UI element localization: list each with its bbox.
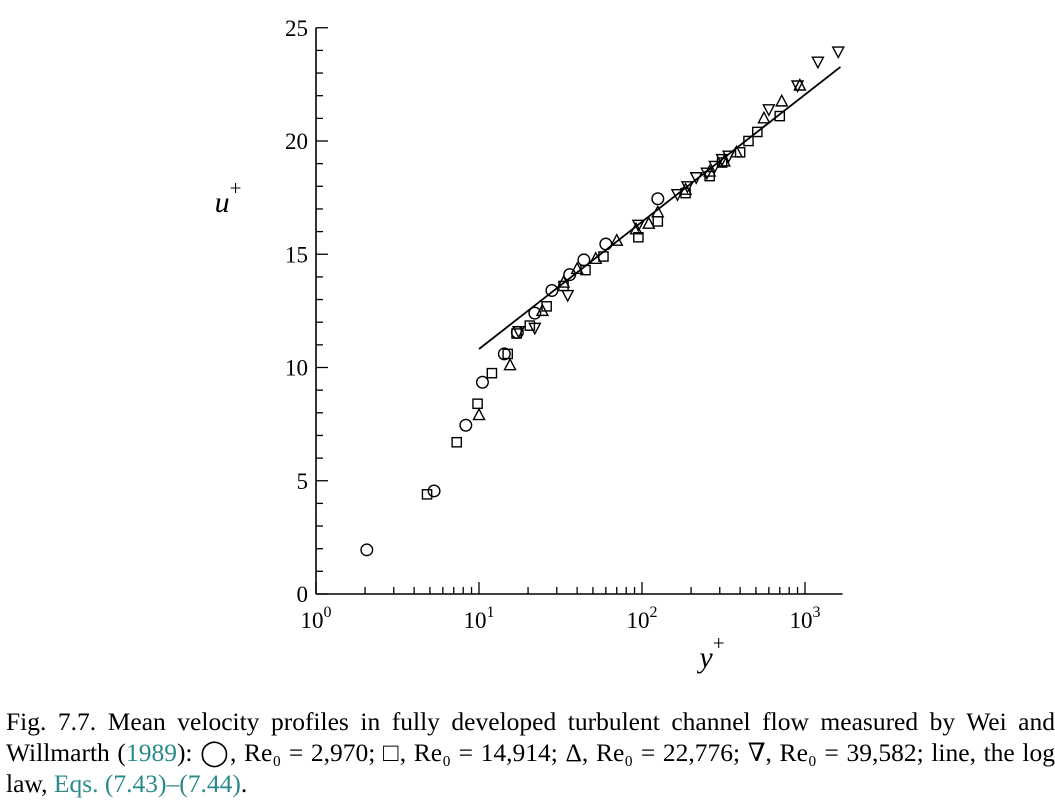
y-tick-label: 15	[285, 242, 308, 267]
data-point-triangle-down	[528, 322, 542, 336]
data-point-circle	[577, 253, 591, 267]
data-point-square	[524, 320, 536, 331]
y-axis-title: u+	[215, 176, 242, 219]
data-point-triangle-up	[717, 153, 731, 167]
data-point-square	[486, 367, 498, 379]
data-point-square	[472, 398, 483, 410]
data-point-triangle-down	[715, 153, 729, 167]
data-point-circle	[427, 484, 441, 498]
data-point-triangle-down	[511, 326, 526, 339]
data-point-circle	[459, 418, 473, 432]
data-point-circle	[599, 237, 613, 251]
citation-link[interactable]: 1989	[125, 738, 177, 767]
data-point-triangle-up	[775, 93, 789, 107]
y-tick-label: 0	[297, 582, 309, 607]
y-tick-label: 5	[297, 469, 309, 494]
series-square	[421, 110, 786, 500]
data-point-square	[633, 231, 644, 243]
data-point-triangle-up	[610, 233, 624, 246]
data-point-triangle-down	[831, 46, 845, 60]
data-point-circle	[545, 283, 559, 297]
data-point-square	[752, 126, 763, 138]
y-tick-label: 25	[285, 16, 308, 41]
data-point-triangle-down	[721, 150, 736, 164]
data-point-square	[652, 216, 664, 227]
chart: 0 5 10 15 20 25 100 101 102 103 u+ y+	[215, 16, 845, 674]
data-point-circle	[360, 543, 374, 557]
data-point-triangle-up	[589, 251, 603, 264]
series-triangle-up	[472, 77, 807, 421]
data-point-triangle-down	[708, 160, 722, 174]
data-point-triangle-down	[762, 104, 776, 117]
data-point-triangle-up	[702, 164, 717, 177]
x-tick-label: 101	[464, 604, 495, 633]
equation-link[interactable]: Eqs. (7.43)–(7.44)	[53, 769, 241, 798]
data-point-triangle-up	[535, 303, 550, 317]
data-point-circle	[563, 268, 577, 282]
data-point-triangle-up	[757, 110, 771, 124]
data-point-triangle-up	[570, 261, 584, 275]
data-point-triangle-up	[642, 216, 656, 229]
data-point-triangle-down	[670, 189, 685, 202]
data-point-square	[502, 348, 514, 360]
x-axis-title: y+	[696, 631, 724, 674]
data-point-square	[421, 489, 433, 500]
data-point-triangle-up	[503, 357, 517, 371]
data-point-circle	[651, 192, 665, 206]
data-point-triangle-down	[811, 56, 825, 70]
x-tick-label: 103	[790, 604, 821, 633]
data-point-triangle-down	[680, 181, 695, 194]
data-point-circle	[528, 306, 542, 320]
data-point-triangle-down	[561, 289, 575, 303]
data-point-triangle-up	[556, 275, 571, 288]
data-point-triangle-down	[631, 219, 646, 233]
y-tick-label: 10	[285, 356, 308, 381]
data-point-square	[716, 157, 728, 168]
data-point-triangle-down	[700, 167, 714, 181]
data-point-square	[598, 251, 609, 262]
data-point-square	[743, 135, 754, 147]
log-law-line	[478, 66, 842, 350]
data-point-triangle-up	[793, 77, 807, 91]
data-point-square	[451, 436, 463, 448]
log-law-line	[478, 66, 842, 350]
x-tick-label: 100	[301, 604, 332, 633]
y-tick-label: 20	[285, 129, 308, 154]
data-point-triangle-up	[651, 204, 665, 218]
x-tick-label: 102	[627, 604, 658, 633]
data-point-triangle-up	[472, 407, 486, 421]
data-point-square	[774, 110, 786, 122]
axes	[315, 27, 843, 595]
series-circle	[360, 192, 665, 557]
data-point-triangle-down	[689, 172, 703, 185]
data-point-circle	[497, 347, 511, 361]
data-point-circle	[475, 375, 489, 389]
figure-caption: Fig. 7.7. Mean velocity profiles in full…	[6, 707, 1055, 798]
tick-labels: 0 5 10 15 20 25 100 101 102 103	[285, 16, 821, 633]
data-point-triangle-up	[678, 182, 693, 195]
series-triangle-down	[511, 46, 845, 339]
data-points	[360, 46, 845, 557]
data-point-triangle-down	[790, 80, 805, 94]
ticks	[315, 27, 806, 595]
